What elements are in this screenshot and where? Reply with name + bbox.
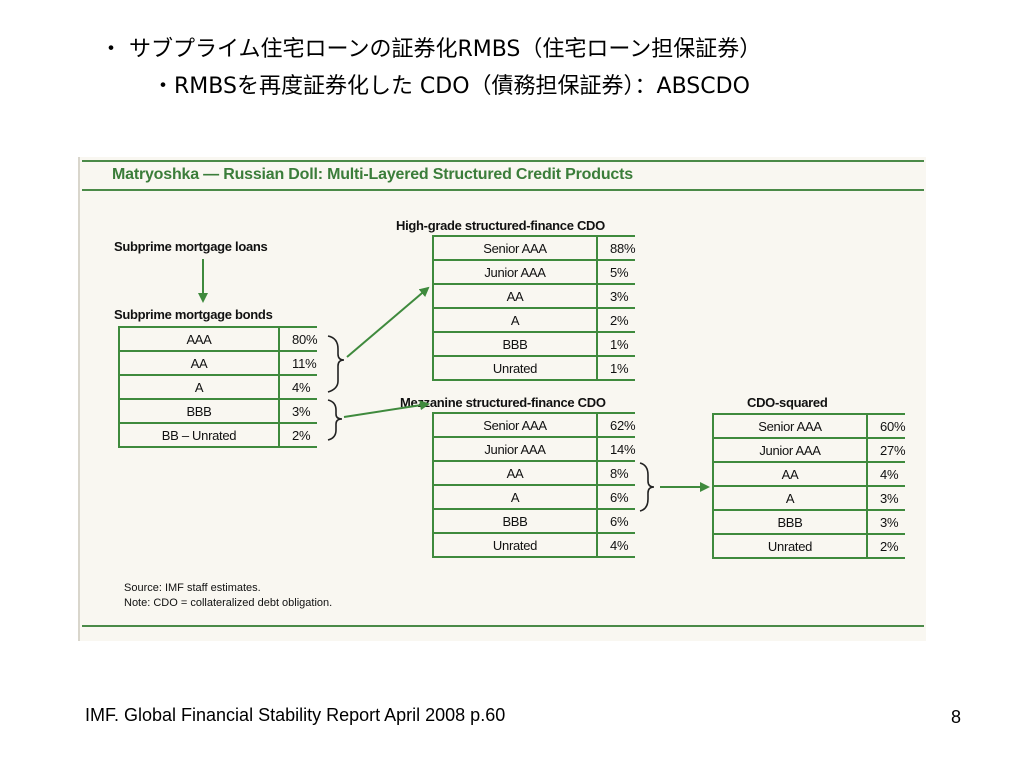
- slide-heading-line2: ・RMBSを再度証券化した CDO（債務担保証券）：ABSCDO: [152, 74, 750, 99]
- tranche-label: Unrated: [712, 535, 868, 557]
- squared-label: CDO-squared: [747, 395, 828, 410]
- tranche-label: A: [118, 376, 280, 398]
- tranche-label: AAA: [118, 328, 280, 350]
- bonds-top-brace: [327, 335, 345, 393]
- tranche-label: AA: [118, 352, 280, 374]
- top-rule: [82, 160, 924, 162]
- tranche-share: 1%: [610, 360, 629, 376]
- table-row: Unrated 4%: [432, 534, 636, 558]
- connectors-overlay: [198, 259, 710, 512]
- tranche-label: BBB: [118, 400, 280, 422]
- tranche-label: A: [432, 486, 598, 508]
- tranche-share: 88%: [610, 240, 636, 256]
- tranche-label: AA: [712, 463, 868, 485]
- tranche-share: 8%: [610, 465, 629, 481]
- source-note: Source: IMF staff estimates.: [124, 582, 261, 594]
- tranche-share: 4%: [880, 466, 899, 482]
- figure-panel: Matryoshka — Russian Doll: Multi-Layered…: [78, 157, 926, 641]
- tranche-share: 3%: [610, 288, 629, 304]
- tranche-label: BBB: [432, 510, 598, 532]
- table-row: A 4%: [118, 376, 318, 400]
- tranche-label: AA: [432, 285, 598, 307]
- table-row: Junior AAA 27%: [712, 439, 906, 463]
- tranche-label: A: [432, 309, 598, 331]
- abbrev-note: Note: CDO = collateralized debt obligati…: [124, 597, 333, 609]
- mezz-label: Mezzanine structured-finance CDO: [400, 395, 606, 410]
- table-row: BB – Unrated 2%: [118, 424, 318, 448]
- tranche-label: Junior AAA: [712, 439, 868, 461]
- to-mezz-arrow: [343, 400, 430, 418]
- tranche-share: 3%: [292, 403, 311, 419]
- bonds-table: AAA 80% AA 11% A 4% BBB 3% BB – Unrated 2%: [118, 326, 318, 448]
- tranche-label: BBB: [432, 333, 598, 355]
- tranche-share: 6%: [610, 513, 629, 529]
- tranche-share: 1%: [610, 336, 629, 352]
- table-row: AA 4%: [712, 463, 906, 487]
- tranche-share: 60%: [880, 418, 906, 434]
- table-row: Junior AAA 14%: [432, 438, 636, 462]
- tranche-label: AA: [432, 462, 598, 484]
- tranche-label: Unrated: [432, 357, 598, 379]
- tranche-share: 14%: [610, 441, 636, 457]
- tranche-share: 4%: [610, 537, 629, 553]
- title-rule: [82, 189, 924, 191]
- loans-label: Subprime mortgage loans: [114, 239, 268, 254]
- table-row: AA 3%: [432, 285, 636, 309]
- table-row: AAA 80%: [118, 328, 318, 352]
- highgrade-table: Senior AAA 88% Junior AAA 5% AA 3% A 2% BBB 1% Unr…: [432, 235, 636, 381]
- tranche-share: 2%: [880, 538, 899, 554]
- table-row: A 6%: [432, 486, 636, 510]
- table-row: AA 11%: [118, 352, 318, 376]
- tranche-label: Senior AAA: [432, 414, 598, 436]
- table-row: Unrated 1%: [432, 357, 636, 381]
- table-row: A 2%: [432, 309, 636, 333]
- tranche-share: 5%: [610, 264, 629, 280]
- squared-table: Senior AAA 60% Junior AAA 27% AA 4% A 3% BBB 3% Un…: [712, 413, 906, 559]
- highgrade-label: High-grade structured-finance CDO: [396, 218, 605, 233]
- tranche-label: Unrated: [432, 534, 598, 556]
- slide-heading-line1: ・ サブプライム住宅ローンの証券化RMBS（住宅ローン担保証券）: [100, 37, 762, 62]
- to-highgrade-arrow: [346, 286, 430, 358]
- table-row: Senior AAA 60%: [712, 415, 906, 439]
- tranche-share: 3%: [880, 514, 899, 530]
- table-row: BBB 3%: [712, 511, 906, 535]
- tranche-share: 6%: [610, 489, 629, 505]
- table-row: Senior AAA 88%: [432, 237, 636, 261]
- tranche-share: 62%: [610, 417, 636, 433]
- tranche-share: 2%: [292, 427, 311, 443]
- tranche-share: 4%: [292, 379, 311, 395]
- tranche-label: Senior AAA: [712, 415, 868, 437]
- tranche-label: BBB: [712, 511, 868, 533]
- bottom-rule: [82, 625, 924, 627]
- table-row: Unrated 2%: [712, 535, 906, 559]
- tranche-share: 3%: [880, 490, 899, 506]
- table-row: Junior AAA 5%: [432, 261, 636, 285]
- tranche-label: A: [712, 487, 868, 509]
- page-number: 8: [951, 707, 962, 727]
- tranche-share: 2%: [610, 312, 629, 328]
- tranche-label: Junior AAA: [432, 438, 598, 460]
- tranche-label: Senior AAA: [432, 237, 598, 259]
- bonds-bottom-brace: [327, 399, 343, 441]
- tranche-share: 11%: [292, 355, 317, 371]
- table-row: AA 8%: [432, 462, 636, 486]
- bonds-label: Subprime mortgage bonds: [114, 307, 273, 322]
- figure-title: Matryoshka — Russian Doll: Multi-Layered…: [112, 166, 633, 183]
- table-row: BBB 1%: [432, 333, 636, 357]
- mezz-table: Senior AAA 62% Junior AAA 14% AA 8% A 6% BBB 6% Un…: [432, 412, 636, 558]
- tranche-share: 80%: [292, 331, 318, 347]
- table-row: BBB 3%: [118, 400, 318, 424]
- table-row: BBB 6%: [432, 510, 636, 534]
- tranche-share: 27%: [880, 442, 906, 458]
- mezz-brace: [639, 462, 655, 512]
- footer-citation: IMF. Global Financial Stability Report A…: [85, 705, 506, 725]
- table-row: Senior AAA 62%: [432, 414, 636, 438]
- table-row: A 3%: [712, 487, 906, 511]
- tranche-label: Junior AAA: [432, 261, 598, 283]
- tranche-label: BB – Unrated: [118, 424, 280, 446]
